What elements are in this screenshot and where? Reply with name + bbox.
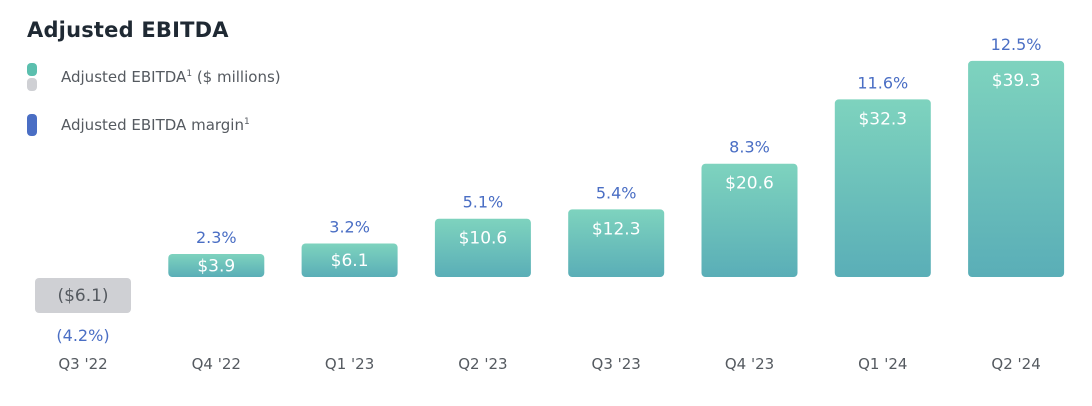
bar-value-label-8: $39.3 — [992, 71, 1041, 91]
margin-label-3: 3.2% — [329, 217, 370, 236]
category-label-8: Q2 '24 — [991, 355, 1040, 373]
bar-3 — [301, 243, 398, 277]
margin-label-6: 8.3% — [729, 138, 770, 157]
bar-value-label-1: ($6.1) — [57, 286, 108, 306]
bar-value-label-7: $32.3 — [858, 109, 907, 129]
bar-4 — [434, 218, 531, 277]
legend-swatch-positive — [27, 63, 37, 76]
bar-value-label-3: $6.1 — [331, 251, 369, 271]
legend-swatch-margin — [27, 114, 37, 136]
bar-value-label-4: $10.6 — [459, 229, 508, 249]
margin-label-2: 2.3% — [196, 228, 237, 247]
bar-6 — [701, 163, 798, 277]
category-label-1: Q3 '22 — [58, 355, 107, 373]
bar-value-label-2: $3.9 — [197, 257, 235, 277]
legend-label-margin: Adjusted EBITDA margin1 — [61, 116, 250, 134]
legend-label-ebitda: Adjusted EBITDA1 ($ millions) — [61, 68, 281, 86]
legend-swatch-negative — [27, 78, 37, 91]
bar-2 — [168, 254, 265, 277]
margin-label-8: 12.5% — [991, 35, 1042, 54]
category-label-6: Q4 '23 — [725, 355, 774, 373]
legend-item-ebitda: Adjusted EBITDA1 ($ millions) — [27, 63, 281, 91]
category-label-3: Q1 '23 — [325, 355, 374, 373]
bar-value-label-5: $12.3 — [592, 219, 641, 239]
margin-label-5: 5.4% — [596, 183, 637, 202]
chart-title: Adjusted EBITDA — [27, 18, 229, 42]
margin-label-7: 11.6% — [857, 73, 908, 92]
category-label-4: Q2 '23 — [458, 355, 507, 373]
bar-value-label-6: $20.6 — [725, 174, 774, 194]
bar-1 — [35, 278, 131, 313]
bar-7 — [834, 99, 931, 277]
bar-8 — [968, 60, 1065, 277]
category-label-5: Q3 '23 — [592, 355, 641, 373]
bar-5 — [568, 209, 665, 277]
legend-item-margin: Adjusted EBITDA margin1 — [27, 114, 250, 136]
margin-label-1: (4.2%) — [56, 326, 109, 345]
category-label-7: Q1 '24 — [858, 355, 907, 373]
category-label-2: Q4 '22 — [192, 355, 241, 373]
margin-label-4: 5.1% — [463, 193, 504, 212]
